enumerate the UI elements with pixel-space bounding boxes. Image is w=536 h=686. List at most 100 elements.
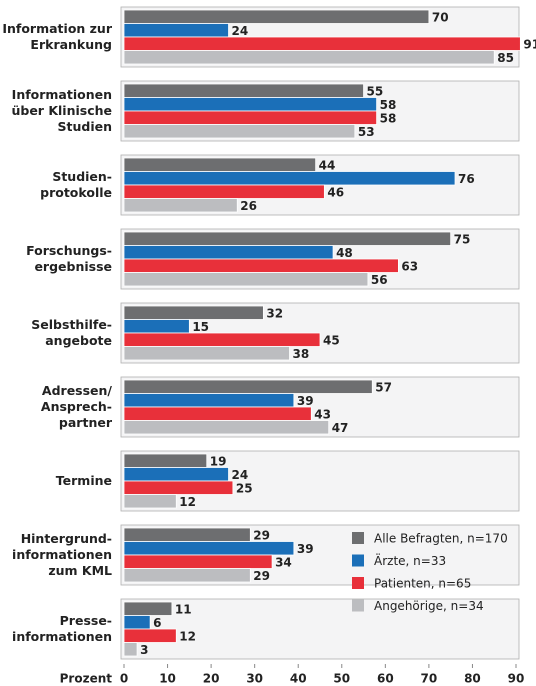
group-frame — [120, 598, 520, 660]
value-label: 32 — [266, 306, 283, 320]
bar — [123, 379, 373, 394]
bar — [123, 480, 234, 495]
category-label: Forschungs- ergebnisse — [26, 243, 112, 274]
x-tick-label: 30 — [246, 672, 263, 686]
bar — [123, 628, 177, 643]
value-label: 58 — [380, 98, 397, 112]
bar — [123, 272, 369, 287]
category-label: Termine — [55, 473, 112, 488]
x-axis-label: Prozent — [60, 672, 113, 686]
value-label: 19 — [210, 454, 227, 468]
bar — [123, 231, 452, 246]
value-label: 15 — [192, 320, 209, 334]
value-label: 11 — [175, 602, 192, 616]
value-label: 3 — [140, 643, 148, 657]
bar — [123, 245, 334, 260]
value-label: 91 — [523, 37, 536, 51]
bar — [123, 184, 325, 199]
bar — [123, 527, 251, 542]
legend-swatch — [352, 599, 364, 612]
bar — [123, 642, 138, 657]
category-label: Informationen über Klinische Studien — [11, 87, 112, 134]
value-label: 29 — [253, 528, 270, 542]
value-label: 70 — [432, 10, 449, 24]
bar — [123, 601, 173, 616]
bar — [123, 198, 238, 213]
bar — [123, 50, 495, 65]
x-tick-label: 80 — [464, 672, 481, 686]
value-label: 24 — [232, 468, 249, 482]
value-label: 25 — [236, 481, 253, 495]
bar — [123, 97, 378, 112]
x-tick-label: 90 — [508, 672, 525, 686]
category-label: Selbsthilfe- angebote — [31, 317, 112, 348]
value-label: 29 — [253, 569, 270, 583]
bar — [123, 258, 399, 273]
bar — [123, 332, 321, 347]
bar — [123, 319, 190, 334]
category-label: Presse- informationen — [12, 613, 112, 644]
x-tick-label: 60 — [377, 672, 394, 686]
legend-label: Ärzte, n=33 — [374, 553, 446, 568]
legend-label: Patienten, n=65 — [374, 577, 471, 591]
x-tick-label: 40 — [290, 672, 307, 686]
value-label: 47 — [332, 421, 349, 435]
value-label: 45 — [323, 333, 340, 347]
x-tick-label: 50 — [333, 672, 350, 686]
value-label: 48 — [336, 246, 353, 260]
value-label: 53 — [358, 125, 375, 139]
bar — [123, 541, 295, 556]
legend-label: Angehörige, n=34 — [374, 599, 484, 613]
value-label: 85 — [497, 51, 514, 65]
bar — [123, 467, 229, 482]
legend-label: Alle Befragten, n=170 — [374, 532, 508, 546]
value-label: 38 — [293, 347, 310, 361]
value-label: 55 — [367, 84, 384, 98]
value-label: 46 — [327, 185, 344, 199]
bar — [123, 615, 151, 630]
category-label: Studien- protokolle — [40, 169, 112, 200]
x-tick-label: 20 — [203, 672, 220, 686]
value-label: 26 — [240, 199, 257, 213]
bar — [123, 9, 430, 24]
bar — [123, 110, 378, 125]
x-tick-label: 10 — [159, 672, 176, 686]
value-label: 43 — [314, 407, 331, 421]
value-label: 39 — [297, 542, 314, 556]
bar — [123, 453, 208, 468]
value-label: 76 — [458, 172, 475, 186]
bar — [123, 568, 251, 583]
value-label: 56 — [371, 273, 388, 287]
value-label: 44 — [319, 158, 336, 172]
bar — [123, 23, 229, 38]
category-label: Information zur Erkrankung — [2, 21, 112, 52]
bar — [123, 420, 330, 435]
value-label: 39 — [297, 394, 314, 408]
value-label: 34 — [275, 555, 292, 569]
bar — [123, 554, 273, 569]
category-label: Adressen/ Ansprech- partner — [40, 383, 112, 430]
value-label: 6 — [153, 616, 161, 630]
value-label: 12 — [179, 629, 196, 643]
value-label: 12 — [179, 495, 196, 509]
bar — [123, 83, 364, 98]
value-label: 75 — [454, 232, 471, 246]
value-label: 24 — [232, 24, 249, 38]
bar — [123, 406, 312, 421]
x-tick-label: 70 — [421, 672, 438, 686]
bar — [123, 171, 456, 186]
value-label: 57 — [375, 380, 392, 394]
bar — [123, 305, 264, 320]
legend-swatch — [352, 577, 364, 589]
bar — [123, 124, 356, 139]
x-tick-label: 0 — [120, 672, 128, 686]
bar — [123, 346, 290, 361]
bar — [123, 157, 317, 172]
value-label: 58 — [380, 111, 397, 125]
bar — [123, 393, 295, 408]
category-label: Hintergrund- informationen zum KML — [12, 531, 112, 578]
value-label: 63 — [401, 259, 418, 273]
bar — [123, 36, 521, 51]
